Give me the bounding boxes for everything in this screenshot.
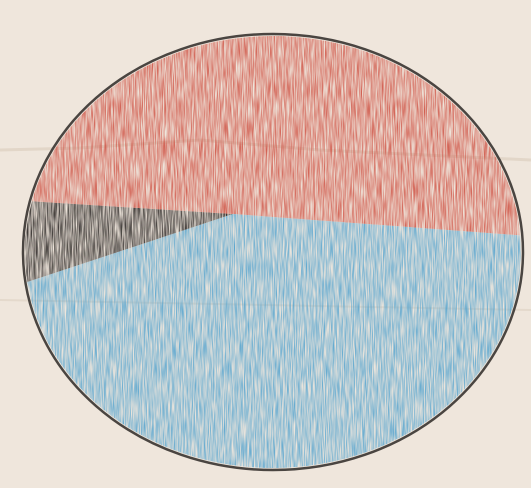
- pie-slice: [27, 214, 522, 468]
- pie: [25, 36, 522, 468]
- pie-slice: [31, 36, 521, 236]
- pie-slice: [25, 201, 234, 283]
- pie-outline: [21, 32, 525, 472]
